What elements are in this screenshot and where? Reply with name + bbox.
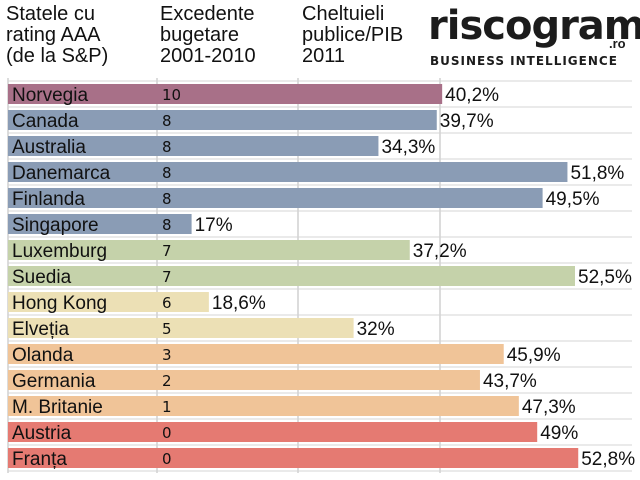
surplus-years-label: 1 bbox=[162, 398, 172, 416]
surplus-years-label: 10 bbox=[162, 86, 181, 104]
logo-tld: .ro bbox=[609, 36, 626, 51]
value-label: 43,7% bbox=[483, 371, 537, 392]
value-label: 34,3% bbox=[381, 137, 435, 158]
value-label: 49,5% bbox=[546, 189, 600, 210]
category-label: Olanda bbox=[12, 345, 74, 366]
category-label: Hong Kong bbox=[12, 293, 107, 314]
bar bbox=[8, 162, 568, 182]
value-label: 40,2% bbox=[445, 85, 499, 106]
surplus-years-label: 7 bbox=[162, 268, 172, 286]
category-label: Austria bbox=[12, 423, 72, 444]
category-label: Elveția bbox=[12, 319, 69, 340]
bar bbox=[8, 240, 410, 260]
value-label: 49% bbox=[540, 423, 578, 444]
category-label: Singapore bbox=[12, 215, 99, 236]
category-label: Norvegia bbox=[12, 85, 88, 106]
category-label: Canada bbox=[12, 111, 79, 132]
surplus-years-label: 8 bbox=[162, 112, 172, 130]
category-label: Franța bbox=[12, 449, 67, 470]
header-country-column: Statele cu rating AAA (de la S&P) bbox=[6, 3, 109, 67]
bar bbox=[8, 292, 209, 312]
riscograma-logo: riscograma .ro BUSINESS INTELLIGENCE bbox=[428, 4, 640, 72]
surplus-years-label: 8 bbox=[162, 138, 172, 156]
bar bbox=[8, 110, 437, 130]
value-label: 37,2% bbox=[413, 241, 467, 262]
bar bbox=[8, 370, 480, 390]
value-label: 18,6% bbox=[212, 293, 266, 314]
value-label: 17% bbox=[195, 215, 233, 236]
value-label: 52,8% bbox=[581, 449, 635, 470]
header-spending-column: Cheltuieli publice/PIB 2011 bbox=[302, 3, 404, 67]
bar bbox=[8, 188, 543, 208]
surplus-years-label: 5 bbox=[162, 320, 172, 338]
category-label: Australia bbox=[12, 137, 86, 158]
bar bbox=[8, 266, 575, 286]
category-label: Danemarca bbox=[12, 163, 111, 184]
surplus-years-label: 8 bbox=[162, 216, 172, 234]
bar bbox=[8, 448, 579, 468]
value-label: 39,7% bbox=[440, 111, 494, 132]
category-label: Germania bbox=[12, 371, 96, 392]
logo-wordmark: riscograma bbox=[428, 3, 640, 49]
value-label: 52,5% bbox=[578, 267, 632, 288]
surplus-years-label: 2 bbox=[162, 372, 172, 390]
surplus-years-label: 8 bbox=[162, 164, 172, 182]
bar bbox=[8, 344, 504, 364]
bar bbox=[8, 396, 519, 416]
logo-tagline: BUSINESS INTELLIGENCE bbox=[430, 54, 618, 68]
value-label: 32% bbox=[357, 319, 395, 340]
value-label: 47,3% bbox=[522, 397, 576, 418]
bar bbox=[8, 318, 354, 338]
bar bbox=[8, 136, 379, 156]
category-label: Luxemburg bbox=[12, 241, 107, 262]
surplus-years-label: 7 bbox=[162, 242, 172, 260]
category-label: Finlanda bbox=[12, 189, 85, 210]
bar bbox=[8, 214, 192, 234]
surplus-years-label: 0 bbox=[162, 424, 172, 442]
bar bbox=[8, 422, 538, 442]
header-surplus-column: Excedente bugetare 2001-2010 bbox=[160, 3, 256, 67]
surplus-years-label: 8 bbox=[162, 190, 172, 208]
category-label: Suedia bbox=[12, 267, 72, 288]
bar bbox=[8, 84, 443, 104]
value-label: 51,8% bbox=[570, 163, 624, 184]
surplus-years-label: 3 bbox=[162, 346, 172, 364]
surplus-years-label: 6 bbox=[162, 294, 172, 312]
category-label: M. Britanie bbox=[12, 397, 103, 418]
surplus-years-label: 0 bbox=[162, 450, 172, 468]
value-label: 45,9% bbox=[507, 345, 561, 366]
